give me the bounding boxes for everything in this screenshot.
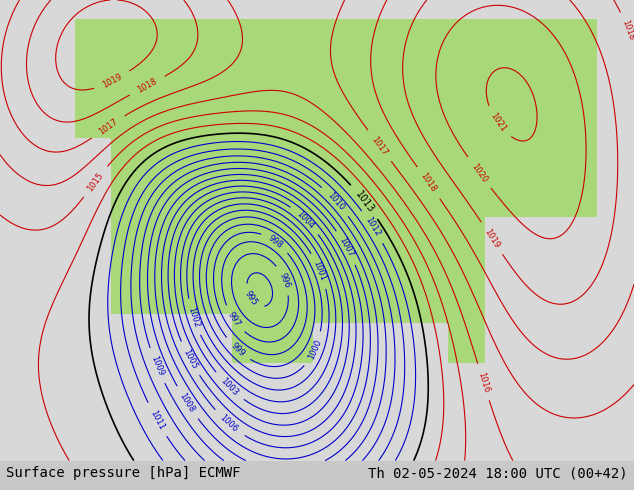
- Text: 1013: 1013: [353, 189, 376, 215]
- Text: 1016: 1016: [476, 371, 491, 393]
- Text: 1021: 1021: [488, 111, 507, 134]
- Text: 1005: 1005: [181, 347, 198, 370]
- Text: 997: 997: [226, 310, 242, 328]
- Text: 1006: 1006: [218, 413, 240, 434]
- Text: 1018: 1018: [620, 19, 634, 42]
- Text: 1012: 1012: [363, 216, 382, 238]
- Text: 1001: 1001: [312, 259, 328, 282]
- Text: Surface pressure [hPa] ECMWF: Surface pressure [hPa] ECMWF: [6, 466, 241, 480]
- Text: 1004: 1004: [295, 209, 316, 230]
- Text: 1020: 1020: [469, 162, 489, 184]
- Text: 1019: 1019: [482, 227, 501, 249]
- Text: 998: 998: [267, 233, 285, 250]
- Text: 1008: 1008: [178, 392, 197, 414]
- Text: 995: 995: [243, 290, 259, 308]
- Text: 1011: 1011: [148, 408, 165, 431]
- Text: 1009: 1009: [149, 354, 165, 377]
- Text: 1003: 1003: [219, 376, 240, 397]
- Text: 996: 996: [278, 271, 292, 289]
- Text: 1010: 1010: [325, 191, 346, 212]
- Text: 1018: 1018: [419, 172, 438, 194]
- Text: 1017: 1017: [370, 135, 389, 157]
- Text: 1000: 1000: [306, 338, 323, 361]
- Text: 1018: 1018: [136, 76, 158, 95]
- Text: 1015: 1015: [86, 171, 105, 193]
- Text: 1017: 1017: [97, 117, 119, 137]
- Text: 999: 999: [229, 341, 246, 358]
- Text: 1007: 1007: [337, 236, 356, 259]
- Text: 1002: 1002: [186, 306, 201, 328]
- Text: 1019: 1019: [101, 72, 124, 90]
- Text: Th 02-05-2024 18:00 UTC (00+42): Th 02-05-2024 18:00 UTC (00+42): [368, 466, 628, 480]
